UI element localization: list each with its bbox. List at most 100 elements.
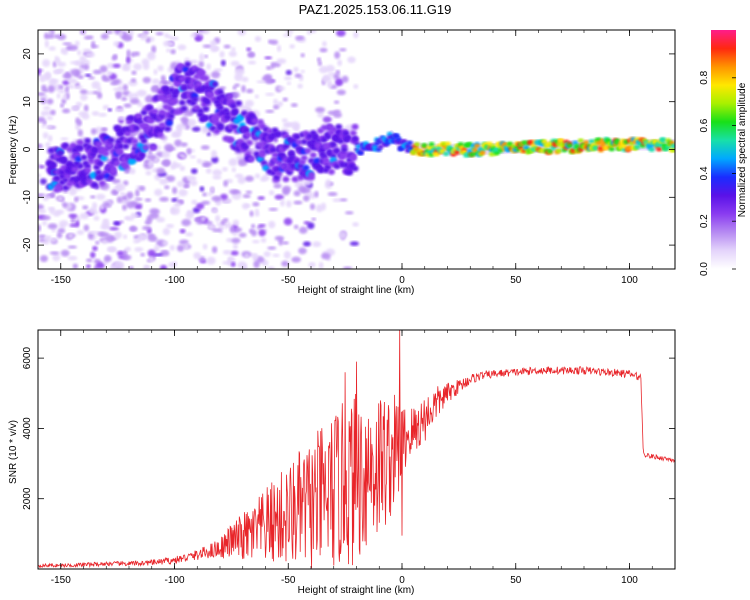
spectrogram-ridge-cell (541, 139, 548, 144)
spectrogram-cell (212, 175, 222, 180)
spectrogram-cell (61, 98, 67, 105)
spectrogram-cell (246, 88, 254, 94)
spectrogram-cell (62, 93, 67, 100)
spectrogram-ridge-cell (605, 138, 612, 143)
spectrogram-ridge-cell (122, 143, 130, 150)
spectrogram-cell (237, 158, 248, 166)
spectrogram-ridge-cell (84, 163, 92, 170)
spectrogram-cell (42, 220, 47, 226)
spectrogram-cell (246, 47, 252, 52)
spectrogram-cell (277, 101, 284, 107)
spectrogram-cell (151, 78, 160, 85)
spectrogram-ridge-cell (216, 124, 224, 131)
spectrogram-cell (267, 246, 277, 250)
spectrogram-cell (46, 115, 53, 121)
spectrogram-cell (336, 30, 346, 37)
spectrogram-ridge-cell (129, 158, 137, 165)
spectrogram-cell (90, 251, 96, 259)
spectrogram-cell (223, 44, 231, 49)
spectrogram-cell (63, 190, 69, 194)
spectrogram-ridge-cell (198, 69, 206, 76)
spectrogram-ridge-cell (275, 170, 283, 177)
spectrogram-ridge-cell (621, 143, 628, 149)
spectrogram-cell (42, 132, 49, 139)
spectrogram-ridge-cell (349, 130, 357, 137)
spectrogram-cell (43, 72, 52, 81)
spectrogram-ridge-cell (574, 143, 581, 149)
spectrogram-ridge-cell (180, 105, 188, 112)
spectrogram-cell (283, 251, 291, 259)
spectrogram-cell (317, 111, 324, 118)
spectrogram-cell (58, 196, 63, 201)
spectrogram-cell (90, 195, 96, 199)
spectrogram-cell (170, 49, 176, 55)
spectrogram-ridge-cell (634, 144, 641, 150)
spectrogram-cell (129, 98, 140, 105)
spectrogram-cell (77, 74, 84, 80)
spectrogram-cell (38, 165, 46, 169)
spectrogram-cell (307, 222, 315, 230)
spectrogram-ridge-cell (443, 151, 450, 156)
spectrogram-cell (159, 178, 169, 185)
spectrogram-cell (68, 213, 78, 219)
colorbar-tick-label: 0.4 (699, 166, 710, 180)
spectrogram-cell (77, 50, 82, 56)
spectrogram-cell (113, 54, 118, 59)
spectrogram-cell (48, 46, 56, 51)
spectrogram-ridge-cell (76, 145, 84, 152)
spectrogram-cell (119, 192, 126, 196)
spectrogram-cell (38, 204, 45, 210)
spectrogram-cell (293, 200, 303, 205)
spectrogram-ridge-cell (149, 144, 157, 151)
spectrogram-cell (91, 44, 99, 49)
spectrogram-cell (38, 68, 41, 76)
spectrogram-cell (164, 185, 170, 190)
spectrogram-ridge-cell (76, 139, 84, 146)
spectrogram-cell (234, 227, 243, 233)
spectrogram-ridge-cell (372, 144, 379, 149)
spectrogram-cell (159, 196, 169, 202)
spectrogram-cell (241, 85, 246, 93)
spectrogram-cell (179, 239, 189, 245)
spectrogram-ridge-cell (56, 149, 64, 156)
spectrogram-ridge-cell (333, 147, 341, 154)
spectrogram-cell (67, 255, 78, 261)
spectrogram-cell (190, 168, 198, 174)
spectrogram-cell (105, 30, 113, 34)
spectrogram-cell (318, 261, 324, 269)
spectrogram-cell (166, 48, 171, 53)
spectrogram-cell (211, 71, 221, 79)
snr-y-tick-label: 4000 (22, 417, 33, 440)
spectrogram-ridge-cell (295, 139, 303, 146)
spectrogram-cell (205, 168, 212, 174)
spectrogram-cell (177, 44, 187, 51)
spectrogram-ridge-cell (105, 142, 113, 149)
spectrogram-cell (334, 51, 341, 59)
spectrogram-x-ticks: -150 -100 -50 0 50 100 (37, 30, 676, 286)
spectrogram-cell (254, 36, 262, 42)
spectrogram-cell (106, 63, 115, 69)
spectrogram-ridge-cell (479, 150, 486, 155)
spectrogram-cell (290, 103, 298, 108)
spectrogram-cell (57, 228, 66, 234)
spectrogram-cell (142, 76, 151, 84)
spectrogram-cell (244, 253, 249, 259)
spectrogram-cell (257, 223, 266, 228)
spectrogram-cell (146, 154, 157, 160)
spectrogram-cell (107, 71, 112, 76)
snr-y-ticks: 2000 4000 6000 (22, 347, 675, 510)
spectrogram-cell (179, 228, 186, 234)
spectrogram-ridge-cell (555, 148, 562, 153)
spectrogram-cell (99, 65, 108, 73)
spectrogram-ridge-cell (474, 143, 481, 149)
spectrogram-cell (347, 56, 356, 64)
spectrogram-cell (83, 224, 90, 232)
spectrogram-y-axis-label: Frequency (Hz) (8, 116, 19, 185)
spectrogram-ridge-cell (184, 61, 192, 68)
spectrogram-cell (165, 175, 176, 182)
spectrogram-cell (322, 75, 329, 84)
spectrogram-ridge-cell (107, 137, 115, 144)
spectrogram-cell (80, 93, 88, 101)
spectrogram-cell (247, 60, 257, 65)
spectrogram-cell (254, 94, 259, 99)
